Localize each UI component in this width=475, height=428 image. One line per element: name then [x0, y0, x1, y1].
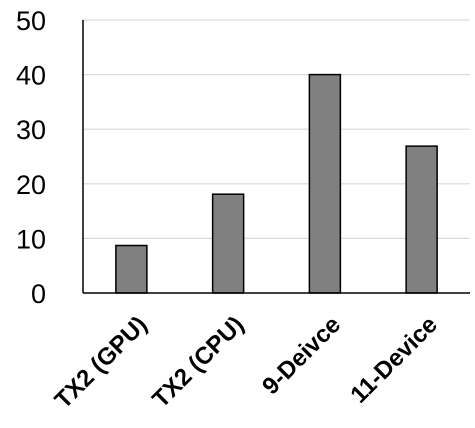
x-tick-labels: TX2 (GPU)TX2 (CPU) 9-Deivce 11-Device [50, 311, 443, 414]
bar [308, 73, 342, 294]
y-tick-label: 40 [16, 61, 46, 91]
bar [405, 145, 438, 294]
bars [115, 73, 438, 294]
y-tick-label: 10 [16, 224, 46, 254]
y-tick-label: 0 [31, 279, 46, 309]
y-tick-labels: 0 10 20 30 40 50 [16, 6, 46, 309]
x-tick-label: 9-Deivce [257, 311, 346, 400]
y-tick-label: 50 [16, 6, 46, 36]
bar [211, 193, 245, 294]
x-tick-label: TX2 (GPU) [50, 311, 153, 414]
x-tick-label: 11-Device [345, 311, 442, 408]
y-tick-label: 30 [16, 115, 46, 145]
x-tick-label: TX2 (CPU) [147, 311, 249, 413]
bar [115, 244, 148, 294]
y-tick-label: 20 [16, 170, 46, 200]
